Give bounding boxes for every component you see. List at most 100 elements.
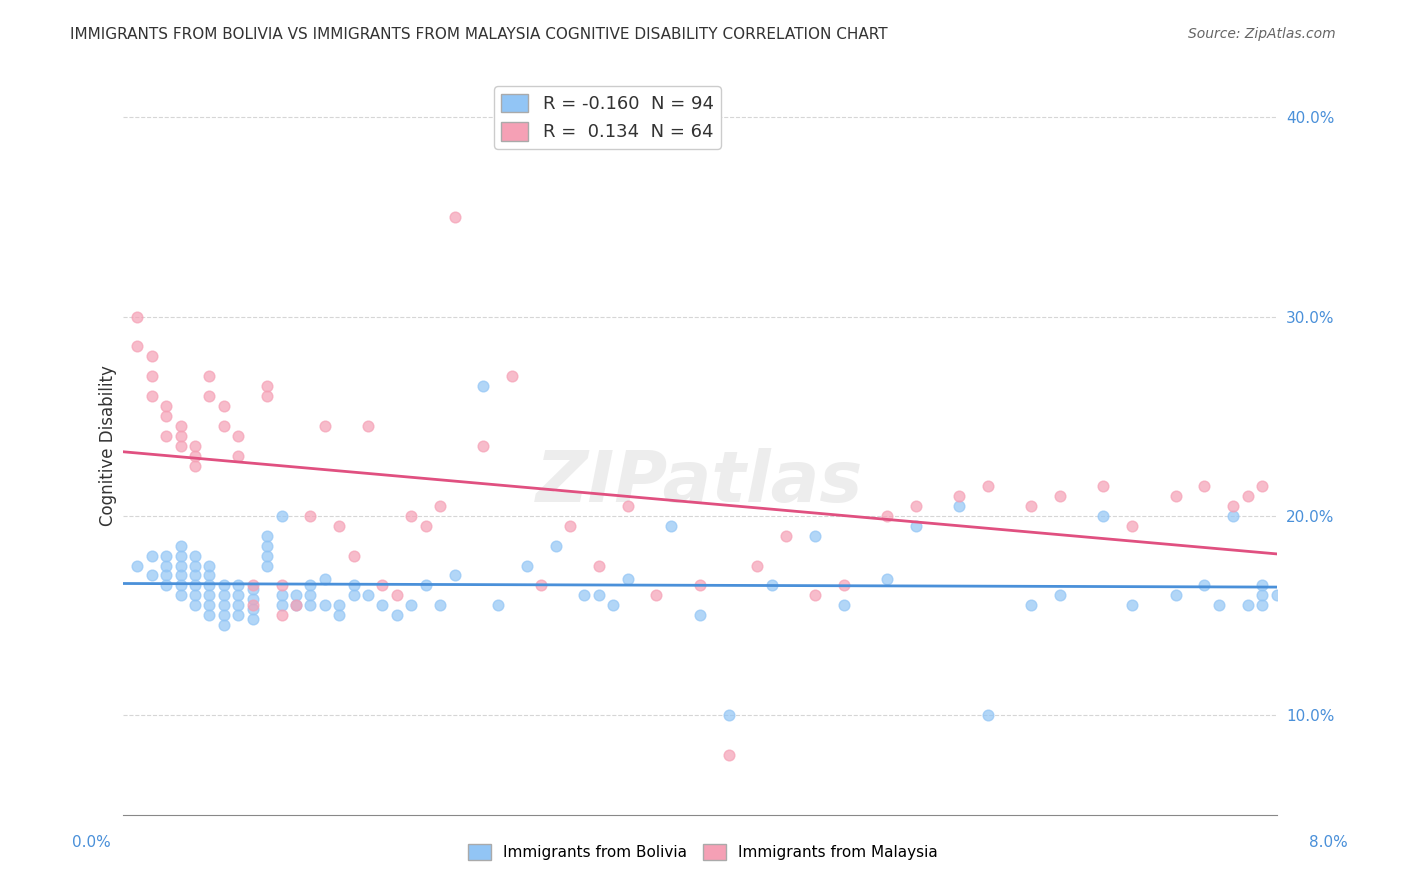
Point — [169, 568, 191, 582]
Point — [1251, 589, 1274, 603]
Point — [198, 389, 221, 403]
Point — [1092, 508, 1115, 523]
Point — [1121, 518, 1143, 533]
Point — [401, 508, 423, 523]
Point — [343, 589, 366, 603]
Point — [804, 529, 827, 543]
Point — [299, 578, 322, 592]
Point — [226, 599, 249, 613]
Point — [226, 449, 249, 463]
Point — [429, 499, 451, 513]
Point — [184, 589, 207, 603]
Point — [977, 479, 1000, 493]
Point — [357, 589, 380, 603]
Point — [299, 589, 322, 603]
Point — [155, 409, 177, 423]
Point — [977, 708, 1000, 723]
Point — [184, 439, 207, 453]
Point — [343, 578, 366, 592]
Point — [169, 589, 191, 603]
Y-axis label: Cognitive Disability: Cognitive Disability — [100, 366, 117, 526]
Point — [270, 608, 292, 623]
Point — [717, 708, 740, 723]
Point — [1265, 589, 1288, 603]
Point — [198, 558, 221, 573]
Point — [948, 499, 970, 513]
Point — [242, 582, 264, 597]
Point — [242, 612, 264, 626]
Point — [212, 618, 235, 632]
Point — [429, 599, 451, 613]
Point — [472, 439, 495, 453]
Point — [155, 429, 177, 443]
Point — [328, 599, 350, 613]
Point — [876, 573, 898, 587]
Point — [486, 599, 509, 613]
Point — [184, 449, 207, 463]
Point — [184, 568, 207, 582]
Point — [127, 339, 149, 353]
Point — [385, 589, 408, 603]
Point — [1222, 508, 1244, 523]
Point — [270, 508, 292, 523]
Point — [574, 589, 596, 603]
Point — [645, 589, 668, 603]
Point — [1251, 599, 1274, 613]
Point — [616, 573, 638, 587]
Point — [314, 599, 336, 613]
Point — [270, 589, 292, 603]
Point — [127, 558, 149, 573]
Point — [256, 549, 278, 563]
Point — [371, 599, 394, 613]
Point — [226, 578, 249, 592]
Text: Source: ZipAtlas.com: Source: ZipAtlas.com — [1188, 27, 1336, 41]
Point — [717, 747, 740, 762]
Point — [212, 419, 235, 434]
Point — [242, 602, 264, 616]
Point — [1121, 599, 1143, 613]
Point — [226, 429, 249, 443]
Point — [314, 419, 336, 434]
Point — [832, 599, 855, 613]
Point — [1236, 489, 1258, 503]
Point — [314, 573, 336, 587]
Point — [184, 558, 207, 573]
Point — [401, 599, 423, 613]
Point — [169, 539, 191, 553]
Point — [1251, 479, 1274, 493]
Point — [588, 589, 610, 603]
Legend: Immigrants from Bolivia, Immigrants from Malaysia: Immigrants from Bolivia, Immigrants from… — [463, 838, 943, 866]
Point — [284, 589, 307, 603]
Point — [501, 369, 523, 384]
Point — [256, 539, 278, 553]
Point — [1194, 479, 1216, 493]
Point — [516, 558, 538, 573]
Point — [212, 599, 235, 613]
Point — [184, 599, 207, 613]
Point — [1164, 589, 1187, 603]
Point — [530, 578, 553, 592]
Point — [443, 210, 465, 224]
Point — [226, 608, 249, 623]
Point — [141, 549, 163, 563]
Point — [905, 518, 928, 533]
Point — [1021, 499, 1043, 513]
Point — [198, 599, 221, 613]
Text: 0.0%: 0.0% — [72, 836, 111, 850]
Point — [1049, 489, 1071, 503]
Point — [184, 549, 207, 563]
Point — [169, 439, 191, 453]
Point — [659, 518, 682, 533]
Point — [299, 508, 322, 523]
Point — [155, 568, 177, 582]
Legend: R = -0.160  N = 94, R =  0.134  N = 64: R = -0.160 N = 94, R = 0.134 N = 64 — [494, 87, 721, 149]
Point — [155, 578, 177, 592]
Point — [1208, 599, 1230, 613]
Point — [775, 529, 797, 543]
Point — [155, 399, 177, 413]
Point — [184, 578, 207, 592]
Point — [198, 589, 221, 603]
Point — [127, 310, 149, 324]
Point — [256, 558, 278, 573]
Point — [141, 369, 163, 384]
